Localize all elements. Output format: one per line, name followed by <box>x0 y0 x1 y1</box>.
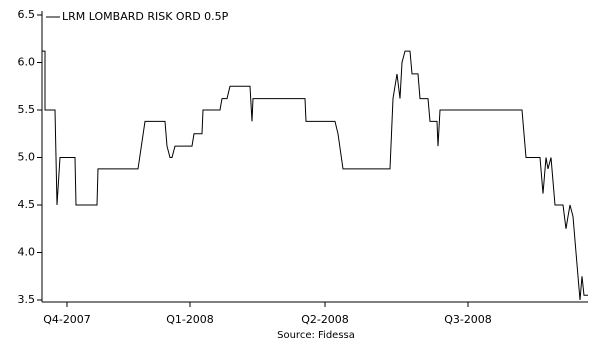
price-line <box>42 50 588 301</box>
source-note: Source: Fidessa <box>277 330 355 341</box>
y-tick-label: 6.0 <box>18 56 36 69</box>
x-tick-label: Q4-2007 <box>43 313 91 326</box>
y-tick-label: 4.5 <box>18 198 36 211</box>
legend-label: LRM LOMBARD RISK ORD 0.5P <box>62 10 229 23</box>
y-tick-label: 6.5 <box>18 8 36 21</box>
y-tick-label: 3.5 <box>18 293 36 306</box>
x-tick-label: Q1-2008 <box>166 313 214 326</box>
x-tick-label: Q3-2008 <box>444 313 492 326</box>
y-tick-label: 5.5 <box>18 103 36 116</box>
x-tick-label: Q2-2008 <box>301 313 349 326</box>
y-tick-label: 5.0 <box>18 151 36 164</box>
y-tick-label: 4.0 <box>18 246 36 259</box>
